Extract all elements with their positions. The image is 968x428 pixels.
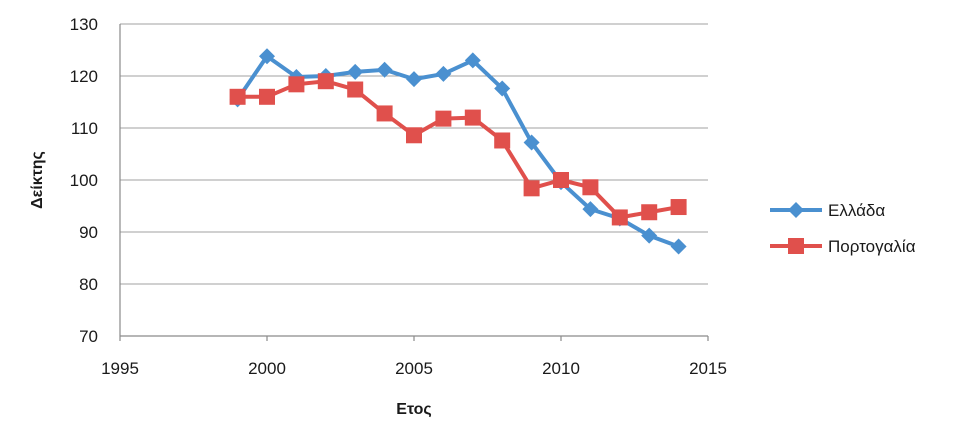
y-tick-label: 110 bbox=[71, 119, 98, 138]
legend-marker bbox=[788, 238, 804, 254]
y-tick-label: 80 bbox=[79, 275, 98, 294]
x-tick-label: 2010 bbox=[542, 359, 580, 378]
y-tick-label: 120 bbox=[70, 67, 98, 86]
x-tick-label: 2000 bbox=[248, 359, 286, 378]
data-point bbox=[435, 65, 452, 82]
legend-label: Πορτογαλία bbox=[828, 237, 916, 256]
y-tick-label: 90 bbox=[79, 223, 98, 242]
data-point bbox=[317, 73, 334, 90]
data-point bbox=[376, 61, 393, 78]
data-point bbox=[376, 105, 393, 122]
data-point bbox=[406, 71, 422, 88]
data-point bbox=[494, 132, 511, 149]
y-tick-label: 70 bbox=[79, 327, 98, 346]
gridlines bbox=[120, 23, 708, 285]
data-point bbox=[347, 63, 364, 80]
data-point bbox=[670, 199, 687, 216]
x-tick-label: 2015 bbox=[689, 359, 727, 378]
data-point bbox=[229, 88, 246, 105]
series-2 bbox=[229, 73, 687, 226]
data-point bbox=[641, 204, 658, 221]
x-tick-label: 2005 bbox=[395, 359, 433, 378]
data-point bbox=[641, 227, 658, 244]
data-point bbox=[288, 76, 305, 93]
x-tick-label: 1995 bbox=[101, 359, 139, 378]
legend-item-2: Πορτογαλία bbox=[770, 237, 916, 256]
legend-marker bbox=[788, 202, 804, 218]
data-point bbox=[464, 52, 481, 69]
data-point bbox=[523, 134, 540, 151]
data-point bbox=[670, 238, 687, 255]
legend: Ελλάδα Πορτογαλία bbox=[770, 201, 916, 256]
data-point bbox=[553, 172, 569, 188]
y-tick-label: 100 bbox=[70, 171, 98, 190]
legend-item-1: Ελλάδα bbox=[770, 201, 885, 220]
data-point bbox=[464, 109, 481, 126]
data-point bbox=[523, 180, 540, 197]
data-point bbox=[582, 179, 599, 196]
y-axis-title: Δείκτης bbox=[29, 151, 46, 209]
data-point bbox=[259, 48, 275, 65]
axes: 70 80 90 100 110 120 130 1995 2000 2005 2010 2015 bbox=[70, 15, 727, 378]
series-line bbox=[237, 79, 679, 220]
data-point bbox=[259, 88, 275, 105]
y-tick-label: 130 bbox=[70, 15, 98, 34]
x-axis-title: Ετος bbox=[396, 401, 431, 418]
series-line bbox=[235, 54, 680, 249]
data-point bbox=[582, 201, 599, 218]
legend-label: Ελλάδα bbox=[828, 201, 885, 220]
data-point bbox=[406, 127, 422, 144]
series-plot bbox=[229, 48, 687, 255]
data-point bbox=[347, 81, 364, 98]
data-point bbox=[611, 209, 628, 226]
data-point bbox=[435, 110, 452, 127]
data-point bbox=[494, 80, 511, 97]
